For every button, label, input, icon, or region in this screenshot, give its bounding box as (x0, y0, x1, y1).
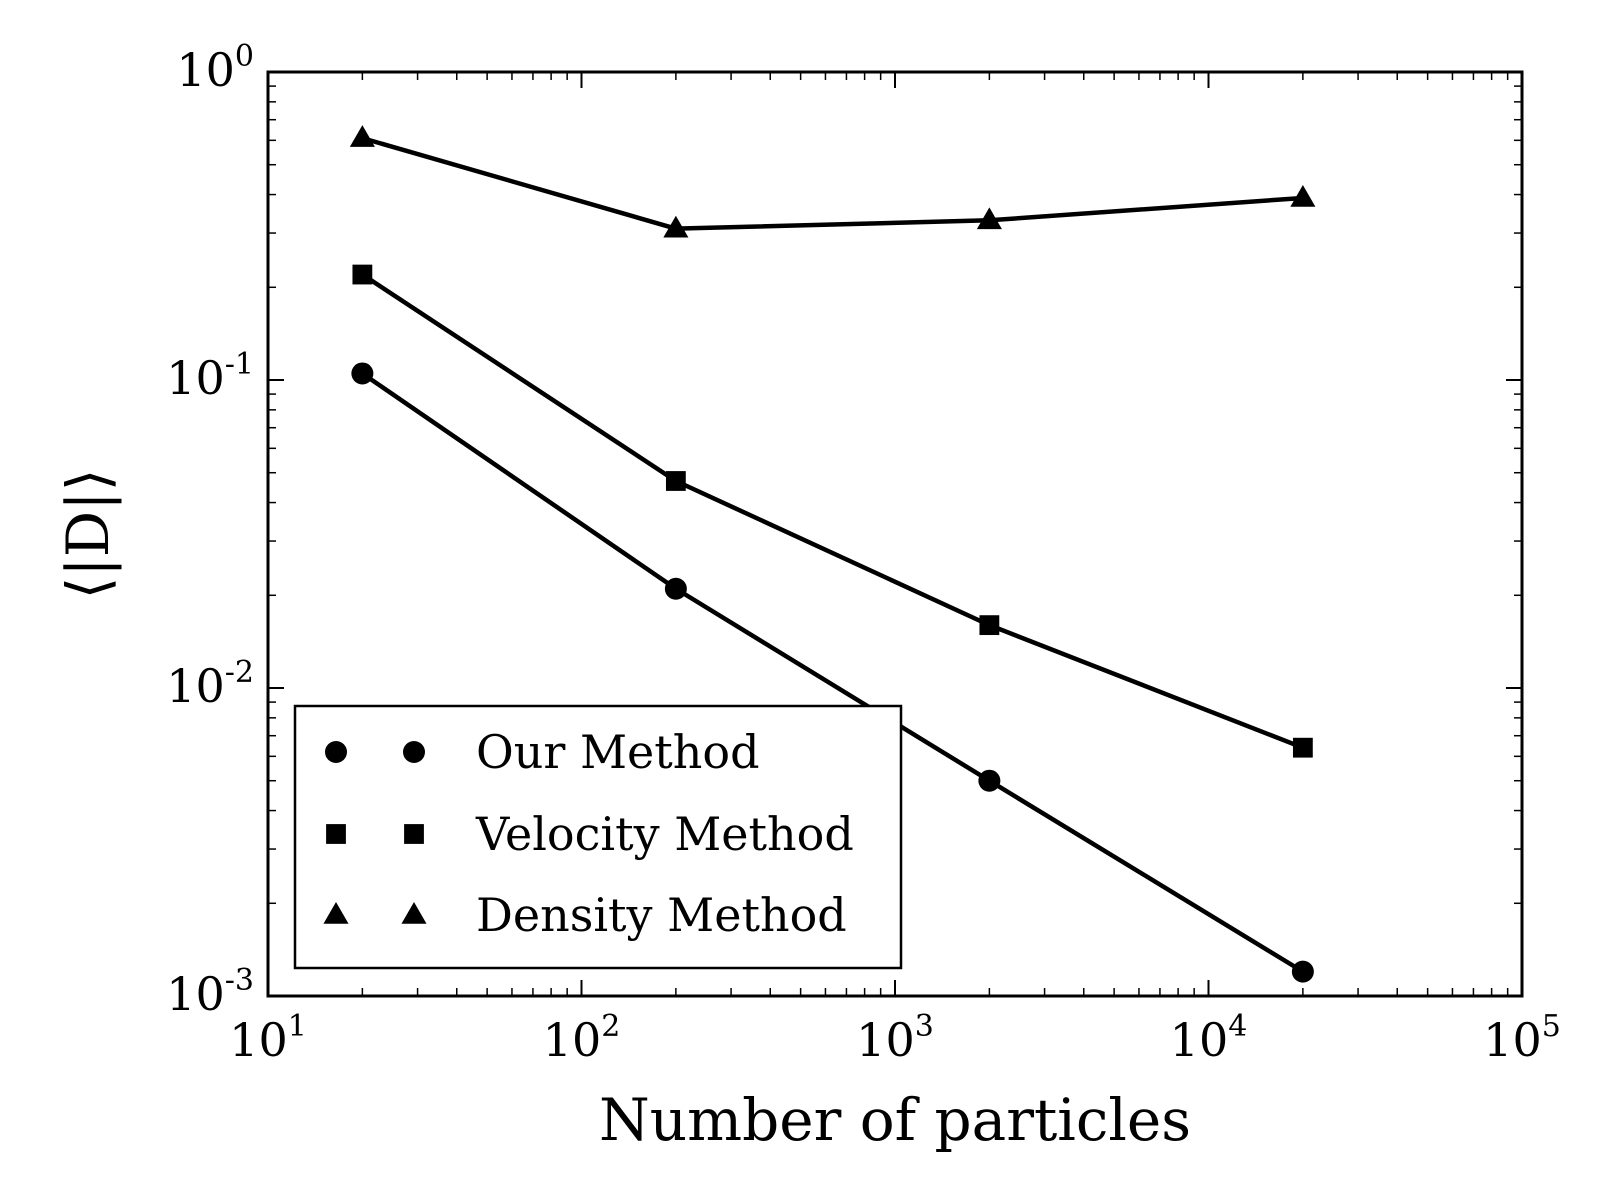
legend-item-our-method: Our Method (325, 725, 760, 779)
legend-marker (323, 902, 349, 924)
series-density-method (349, 125, 1316, 238)
data-point-our-method (664, 577, 687, 600)
x-axis-title: Number of particles (599, 1086, 1191, 1154)
plot-frame (266, 70, 1524, 998)
legend-marker (325, 741, 347, 763)
data-point-density-method (1290, 184, 1316, 207)
legend-marker (403, 741, 425, 763)
x-tick-label: 104 (1170, 1009, 1248, 1067)
legend-marker (326, 824, 346, 844)
legend-item-density-method: Density Method (323, 888, 847, 942)
data-point-density-method (349, 125, 375, 147)
series-line-our-method (361, 371, 1305, 974)
legend: Our Method Velocity Method Density Method (293, 704, 903, 970)
legend-box (293, 704, 903, 970)
data-point-velocity-method (979, 615, 1000, 636)
x-tick-label: 105 (1483, 1009, 1561, 1067)
data-point-density-method (976, 207, 1002, 230)
legend-label: Density Method (476, 888, 847, 942)
series-our-method (351, 362, 1314, 983)
data-point-our-method (351, 362, 374, 385)
series-velocity-method (352, 264, 1313, 758)
y-tick-label: 10-2 (166, 655, 254, 713)
legend-label: Our Method (476, 725, 760, 779)
x-tick-label: 102 (543, 1009, 621, 1067)
legend-label: Velocity Method (475, 807, 854, 861)
data-point-our-method (978, 769, 1001, 792)
legend-item-velocity-method: Velocity Method (326, 807, 854, 861)
series-layer (349, 125, 1316, 983)
x-tick-labels: 101 102 103 104 105 (229, 1009, 1561, 1067)
y-axis-title: ⟨|D|⟩ (54, 469, 122, 600)
y-tick-label: 10-3 (166, 963, 254, 1021)
series-line-velocity-method (361, 272, 1304, 750)
data-point-our-method (1291, 960, 1314, 983)
data-point-velocity-method (352, 264, 373, 285)
data-point-density-method (663, 215, 689, 238)
y-tick-label: 10-1 (166, 347, 254, 405)
legend-marker (404, 824, 424, 844)
series-line-density-method (361, 135, 1304, 231)
x-tick-label: 103 (856, 1009, 934, 1067)
y-tick-labels: 100 10-1 10-2 10-3 (166, 39, 254, 1021)
legend-marker (401, 902, 427, 924)
data-point-velocity-method (1292, 737, 1313, 758)
data-point-velocity-method (665, 471, 686, 491)
x-tick-label: 101 (229, 1009, 307, 1067)
y-tick-label: 100 (176, 39, 254, 97)
